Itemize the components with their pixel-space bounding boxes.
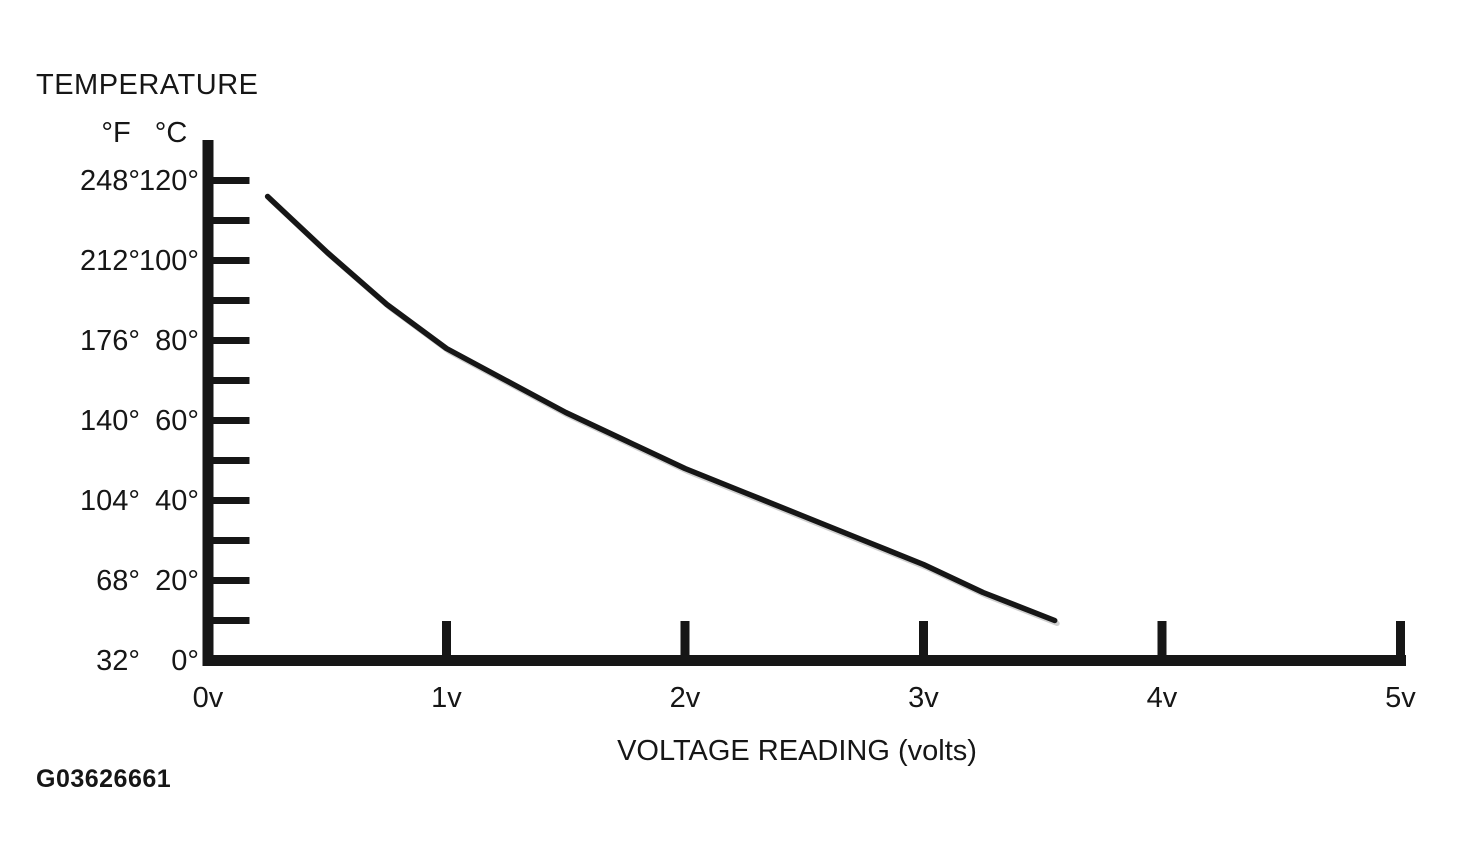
y-axis-tick	[213, 377, 250, 384]
x-axis-tick	[442, 621, 451, 655]
chart-title: TEMPERATURE	[36, 69, 259, 101]
y-axis-line	[202, 140, 214, 666]
x-tick-label: 1v	[431, 682, 462, 714]
y-tick-label-celsius: 80°	[155, 324, 199, 357]
y-tick-label-celsius: 120°	[139, 164, 199, 197]
y-tick-label-fahrenheit: 140°	[80, 404, 140, 437]
y-axis-tick	[213, 257, 250, 264]
x-axis-tick	[1396, 621, 1405, 655]
y-axis-tick	[213, 577, 250, 584]
y-axis-tick	[213, 337, 250, 344]
y-axis-tick	[213, 297, 250, 304]
x-axis-title: VOLTAGE READING (volts)	[617, 735, 977, 767]
x-tick-label: 2v	[669, 682, 701, 714]
y-axis-tick	[213, 537, 250, 544]
y-tick-label-celsius: 0°	[171, 644, 199, 677]
temperature-curve-shadow	[267, 197, 1060, 626]
y-tick-label-celsius: 60°	[155, 404, 199, 437]
y-tick-label-fahrenheit: 68°	[96, 564, 140, 597]
x-tick-label: 5v	[1385, 682, 1416, 714]
y-axis-tick	[213, 417, 250, 424]
y-tick-label-fahrenheit: 176°	[80, 324, 140, 357]
x-axis-line	[202, 655, 1406, 666]
y-axis-tick	[213, 497, 250, 504]
y-axis-tick	[213, 217, 250, 224]
y-tick-label-fahrenheit: 248°	[80, 164, 140, 197]
x-axis-tick	[680, 621, 690, 655]
y-tick-label-celsius: 100°	[139, 244, 199, 277]
y-tick-label-fahrenheit: 32°	[96, 644, 140, 677]
x-tick-label: 3v	[908, 682, 939, 714]
x-axis-tick	[919, 621, 928, 655]
y-axis-tick	[213, 177, 250, 184]
y-tick-label-celsius: 20°	[155, 564, 199, 597]
celsius-unit-header: °C	[154, 117, 188, 149]
y-axis-tick	[213, 457, 250, 464]
x-axis-tick	[1157, 621, 1167, 655]
x-tick-label: 4v	[1146, 682, 1178, 714]
y-tick-label-fahrenheit: 104°	[80, 484, 140, 517]
figure-id: G03626661	[36, 765, 172, 793]
fahrenheit-unit-header: °F	[101, 117, 131, 149]
y-tick-label-fahrenheit: 212°	[80, 244, 140, 277]
x-tick-label: 0v	[192, 682, 224, 714]
temperature-curve	[264, 193, 1058, 624]
y-axis-tick	[213, 617, 250, 624]
y-tick-label-celsius: 40°	[155, 484, 199, 517]
